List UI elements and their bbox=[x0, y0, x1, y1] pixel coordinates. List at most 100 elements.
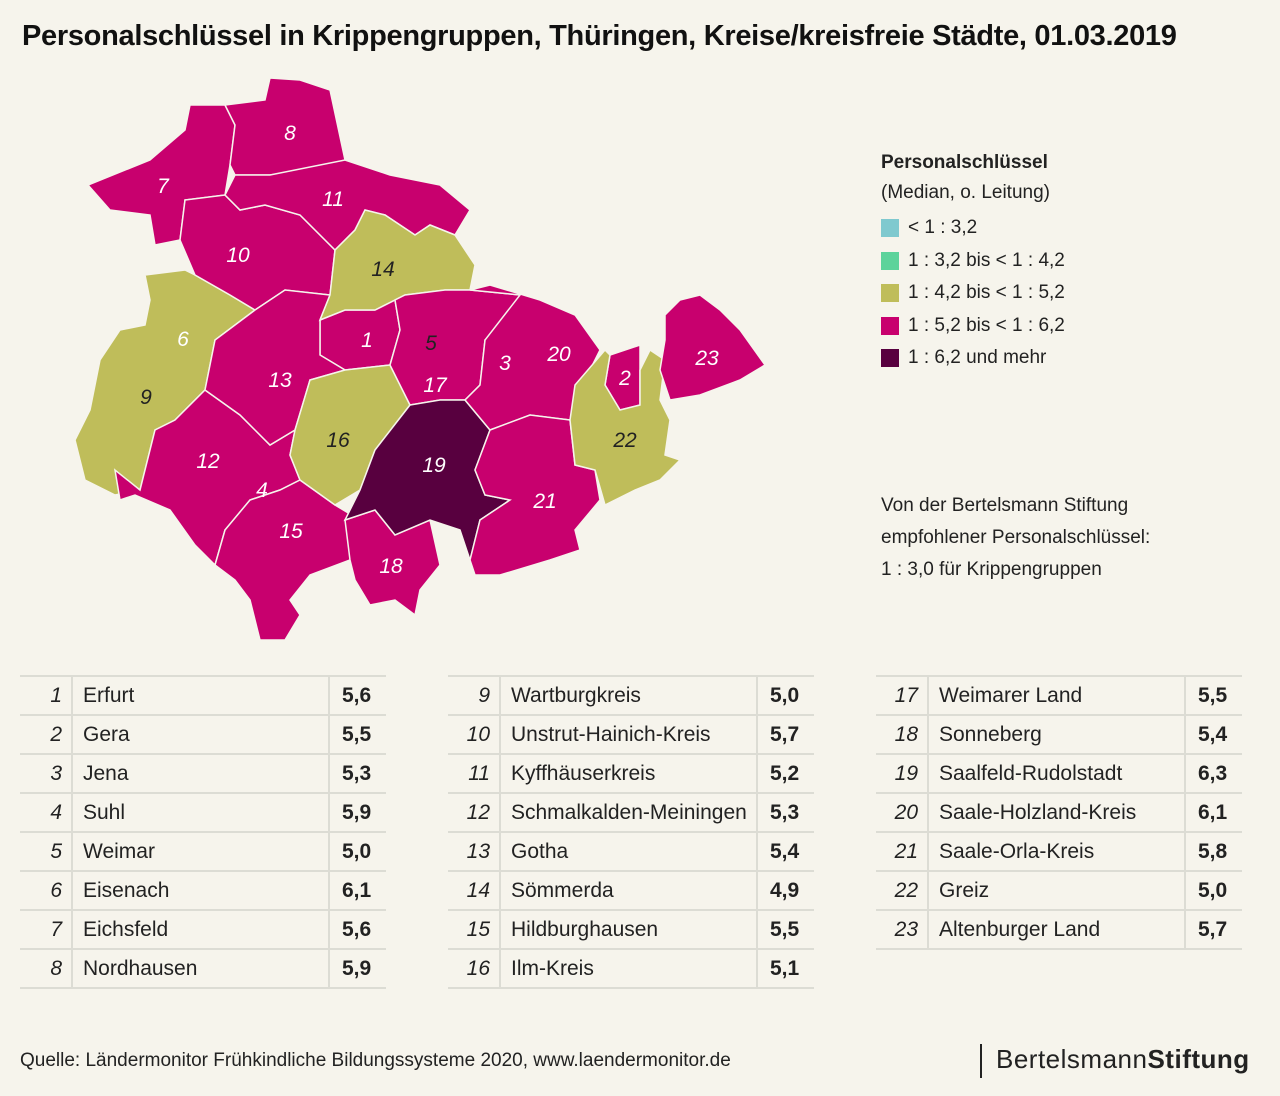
region-value: 5,6 bbox=[329, 909, 386, 950]
region-name: Weimar bbox=[72, 831, 330, 872]
region-name: Unstrut-Hainich-Kreis bbox=[500, 714, 758, 755]
region-table-3: 17 Weimarer Land 5,5 18 Sonneberg 5,4 19 Saalfe… bbox=[876, 675, 1242, 950]
region-number: 4 bbox=[20, 792, 73, 833]
region-value: 5,5 bbox=[329, 714, 386, 755]
legend-subtitle: (Median, o. Leitung) bbox=[881, 182, 1050, 203]
region-number-label: 14 bbox=[371, 258, 394, 281]
legend-item: 1 : 4,2 bis < 1 : 5,2 bbox=[881, 277, 1065, 310]
region-number: 20 bbox=[876, 792, 929, 833]
region-name: Gera bbox=[72, 714, 330, 755]
region-number: 19 bbox=[876, 753, 929, 794]
region-name: Hildburghausen bbox=[500, 909, 758, 950]
region-number: 3 bbox=[20, 753, 73, 794]
legend-title: Personalschlüssel bbox=[881, 152, 1048, 173]
region-number-label: 12 bbox=[196, 450, 220, 473]
table-row: 9 Wartburgkreis 5,0 bbox=[448, 675, 814, 716]
region-name: Saalfeld-Rudolstadt bbox=[928, 753, 1186, 794]
region-value: 6,1 bbox=[329, 870, 386, 911]
table-row: 4 Suhl 5,9 bbox=[20, 792, 386, 833]
region-value: 6,3 bbox=[1185, 753, 1242, 794]
region-number-label: 13 bbox=[268, 369, 292, 392]
region-number-label: 19 bbox=[422, 454, 446, 477]
region-value: 5,9 bbox=[329, 792, 386, 833]
region-value: 5,8 bbox=[1185, 831, 1242, 872]
region-number-label: 23 bbox=[694, 347, 719, 370]
region-number: 21 bbox=[876, 831, 929, 872]
region-value: 5,6 bbox=[329, 675, 386, 716]
region-value: 5,4 bbox=[757, 831, 814, 872]
region-value: 5,0 bbox=[757, 675, 814, 716]
region-name: Saale-Holzland-Kreis bbox=[928, 792, 1186, 833]
legend-item: 1 : 3,2 bis < 1 : 4,2 bbox=[881, 245, 1065, 278]
table-row: 20 Saale-Holzland-Kreis 6,1 bbox=[876, 792, 1242, 833]
legend-label: 1 : 3,2 bis < 1 : 4,2 bbox=[908, 249, 1065, 271]
legend-item: 1 : 6,2 und mehr bbox=[881, 342, 1065, 375]
region-name: Jena bbox=[72, 753, 330, 794]
region-number-label: 5 bbox=[425, 332, 437, 355]
region-number-label: 3 bbox=[499, 352, 511, 375]
region-name: Schmalkalden-Meiningen bbox=[500, 792, 758, 833]
region-number: 10 bbox=[448, 714, 501, 755]
region-table-1: 1 Erfurt 5,6 2 Gera 5,5 3 Jena 5,3 4 Suhl 5,9 5 Weima… bbox=[20, 675, 386, 989]
page-title: Personalschlüssel in Krippengruppen, Thü… bbox=[22, 20, 1177, 52]
legend: Personalschlüssel (Median, o. Leitung) <… bbox=[881, 152, 1065, 375]
region-number-label: 20 bbox=[546, 343, 571, 366]
legend-swatch bbox=[881, 219, 899, 238]
region-number: 8 bbox=[20, 948, 73, 989]
region-number: 18 bbox=[876, 714, 929, 755]
region-number: 22 bbox=[876, 870, 929, 911]
region-value: 4,9 bbox=[757, 870, 814, 911]
legend-swatch bbox=[881, 251, 899, 270]
region-number-label: 11 bbox=[322, 188, 344, 211]
region-name: Erfurt bbox=[72, 675, 330, 716]
region-name: Sömmerda bbox=[500, 870, 758, 911]
region-number: 1 bbox=[20, 675, 73, 716]
region-name: Ilm-Kreis bbox=[500, 948, 758, 989]
region-number-label: 22 bbox=[612, 429, 637, 452]
region-name: Suhl bbox=[72, 792, 330, 833]
region-number-label: 4 bbox=[256, 479, 268, 502]
region-name: Weimarer Land bbox=[928, 675, 1186, 716]
legend-label: 1 : 4,2 bis < 1 : 5,2 bbox=[908, 282, 1065, 304]
region-name: Sonneberg bbox=[928, 714, 1186, 755]
region-number: 5 bbox=[20, 831, 73, 872]
region-number: 23 bbox=[876, 909, 929, 950]
table-row: 5 Weimar 5,0 bbox=[20, 831, 386, 872]
region-greiz bbox=[569, 348, 682, 507]
region-number-label: 15 bbox=[279, 520, 303, 543]
table-row: 12 Schmalkalden-Meiningen 5,3 bbox=[448, 792, 814, 833]
note-line-1: Von der Bertelsmann Stiftung bbox=[881, 495, 1129, 516]
region-value: 5,2 bbox=[757, 753, 814, 794]
region-number: 15 bbox=[448, 909, 501, 950]
table-row: 10 Unstrut-Hainich-Kreis 5,7 bbox=[448, 714, 814, 755]
region-number-label: 17 bbox=[423, 374, 448, 397]
region-number-label: 9 bbox=[140, 386, 152, 409]
region-value: 5,5 bbox=[757, 909, 814, 950]
region-number-label: 10 bbox=[226, 244, 250, 267]
region-value: 5,9 bbox=[329, 948, 386, 989]
legend-swatch bbox=[881, 316, 899, 335]
table-row: 23 Altenburger Land 5,7 bbox=[876, 909, 1242, 950]
region-number: 11 bbox=[448, 753, 501, 794]
region-sömmerda bbox=[318, 209, 476, 322]
legend-label: < 1 : 3,2 bbox=[908, 217, 978, 239]
region-value: 5,1 bbox=[757, 948, 814, 989]
logo-part-1: Bertelsmann bbox=[996, 1044, 1148, 1074]
table-row: 15 Hildburghausen 5,5 bbox=[448, 909, 814, 950]
table-row: 1 Erfurt 5,6 bbox=[20, 675, 386, 716]
region-number-label: 18 bbox=[379, 555, 403, 578]
legend-item: 1 : 5,2 bis < 1 : 6,2 bbox=[881, 310, 1065, 343]
table-row: 13 Gotha 5,4 bbox=[448, 831, 814, 872]
region-number: 2 bbox=[20, 714, 73, 755]
region-number-label: 2 bbox=[618, 367, 631, 390]
note-line-3: 1 : 3,0 für Krippengruppen bbox=[881, 559, 1102, 580]
region-name: Nordhausen bbox=[72, 948, 330, 989]
region-name: Saale-Orla-Kreis bbox=[928, 831, 1186, 872]
region-number: 7 bbox=[20, 909, 73, 950]
table-row: 18 Sonneberg 5,4 bbox=[876, 714, 1242, 755]
region-name: Eisenach bbox=[72, 870, 330, 911]
region-value: 5,3 bbox=[329, 753, 386, 794]
table-row: 7 Eichsfeld 5,6 bbox=[20, 909, 386, 950]
source-note: Quelle: Ländermonitor Frühkindliche Bild… bbox=[20, 1050, 731, 1071]
